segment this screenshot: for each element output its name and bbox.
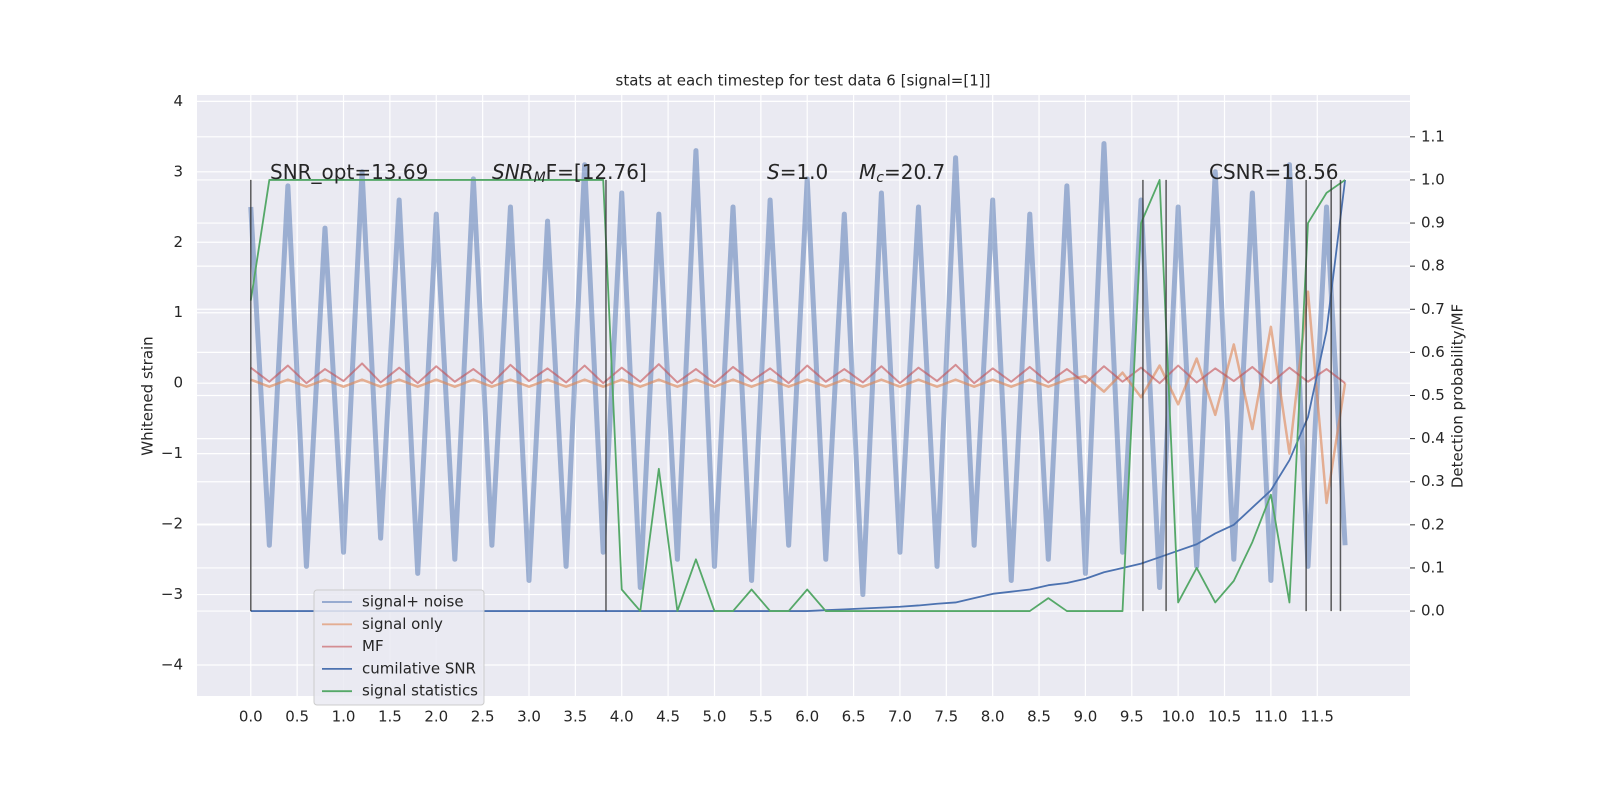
y2-tick-label: 0.7 (1421, 300, 1445, 318)
x-tick-label: 10.5 (1208, 708, 1241, 726)
x-tick-label: 0.0 (239, 708, 263, 726)
annotation: SNR_opt=13.69 (270, 160, 428, 184)
x-tick-label: 10.0 (1161, 708, 1194, 726)
y-tick-label: 0 (173, 374, 183, 392)
annotation: SNRMF=[12.76] (492, 160, 647, 187)
annotation-part: SNR (492, 160, 534, 184)
y2-tick-label: 0.6 (1421, 343, 1445, 361)
legend-label: signal only (362, 615, 443, 633)
y2-tick-label: 1.0 (1421, 170, 1445, 188)
y2-tick-label: 0.9 (1421, 214, 1445, 232)
x-tick-label: 5.0 (703, 708, 727, 726)
y-axis-label: Whitened strain (139, 336, 157, 455)
y2-tick-label: 0.5 (1421, 386, 1445, 404)
x-tick-label: 6.5 (842, 708, 866, 726)
series-line (249, 179, 1346, 612)
y-tick-label: −3 (161, 585, 183, 603)
x-tick-label: 7.0 (888, 708, 912, 726)
annotation: S=1.0 (767, 160, 828, 184)
legend-label: MF (362, 637, 384, 655)
legend-label: signal statistics (362, 682, 478, 700)
y-tick-label: −1 (161, 444, 183, 462)
x-tick-label: 11.0 (1254, 708, 1287, 726)
series-line (250, 362, 1346, 385)
annotation: Mc=20.7 (859, 160, 945, 187)
y-tick-label: 1 (173, 303, 183, 321)
x-tick-label: 1.5 (378, 708, 402, 726)
series-line (248, 141, 1348, 598)
y-tick-label: −2 (161, 515, 183, 533)
annotation-part: =20.7 (884, 160, 945, 184)
annotation-part: CSNR=18.56 (1209, 160, 1339, 184)
x-tick-label: 4.0 (610, 708, 634, 726)
legend-label: signal+ noise (362, 593, 464, 611)
x-tick-label: 6.0 (795, 708, 819, 726)
series-line (250, 290, 1347, 505)
y2-tick-label: 0.2 (1421, 515, 1445, 533)
annotation-part: M (859, 160, 876, 184)
y2-tick-label: 0.1 (1421, 558, 1445, 576)
x-tick-label: 0.5 (285, 708, 309, 726)
x-tick-label: 8.0 (981, 708, 1005, 726)
annotation-part: SNR_opt=13.69 (270, 160, 428, 184)
y2-tick-label: 0.3 (1421, 472, 1445, 490)
y-tick-label: −4 (161, 655, 183, 673)
y2-tick-label: 0.4 (1421, 429, 1445, 447)
x-tick-label: 5.5 (749, 708, 773, 726)
y-tick-label: 4 (173, 92, 183, 110)
y2-axis-label: Detection probability/MF (1449, 304, 1467, 488)
y2-tick-label: 1.1 (1421, 127, 1445, 145)
y2-tick-label: 0.0 (1421, 602, 1445, 620)
x-tick-label: 9.5 (1120, 708, 1144, 726)
annotation: CSNR=18.56 (1209, 160, 1339, 184)
x-tick-label: 2.0 (424, 708, 448, 726)
x-tick-label: 8.5 (1027, 708, 1051, 726)
x-tick-label: 2.5 (471, 708, 495, 726)
annotation-part: c (876, 170, 884, 186)
x-tick-label: 9.0 (1073, 708, 1097, 726)
x-tick-label: 7.5 (934, 708, 958, 726)
x-tick-label: 4.5 (656, 708, 680, 726)
annotation-part: F=[12.76] (546, 160, 647, 184)
legend-box (313, 589, 485, 706)
x-tick-label: 11.5 (1301, 708, 1334, 726)
annotation-part: =1.0 (780, 160, 829, 184)
marks (248, 141, 1348, 612)
annotation-part: M (534, 170, 546, 186)
x-tick-label: 3.5 (563, 708, 587, 726)
y-tick-label: 2 (173, 233, 183, 251)
y-tick-label: 3 (173, 162, 183, 180)
annotation-part: S (767, 160, 780, 184)
x-tick-label: 1.0 (332, 708, 356, 726)
x-tick-label: 3.0 (517, 708, 541, 726)
y2-tick-label: 0.8 (1421, 257, 1445, 275)
legend-label: cumilative SNR (362, 659, 476, 677)
legend: signal+ noise signal only MF cumilative SNR… (313, 589, 485, 706)
chart-title: stats at each timestep for test data 6 [… (616, 72, 991, 90)
